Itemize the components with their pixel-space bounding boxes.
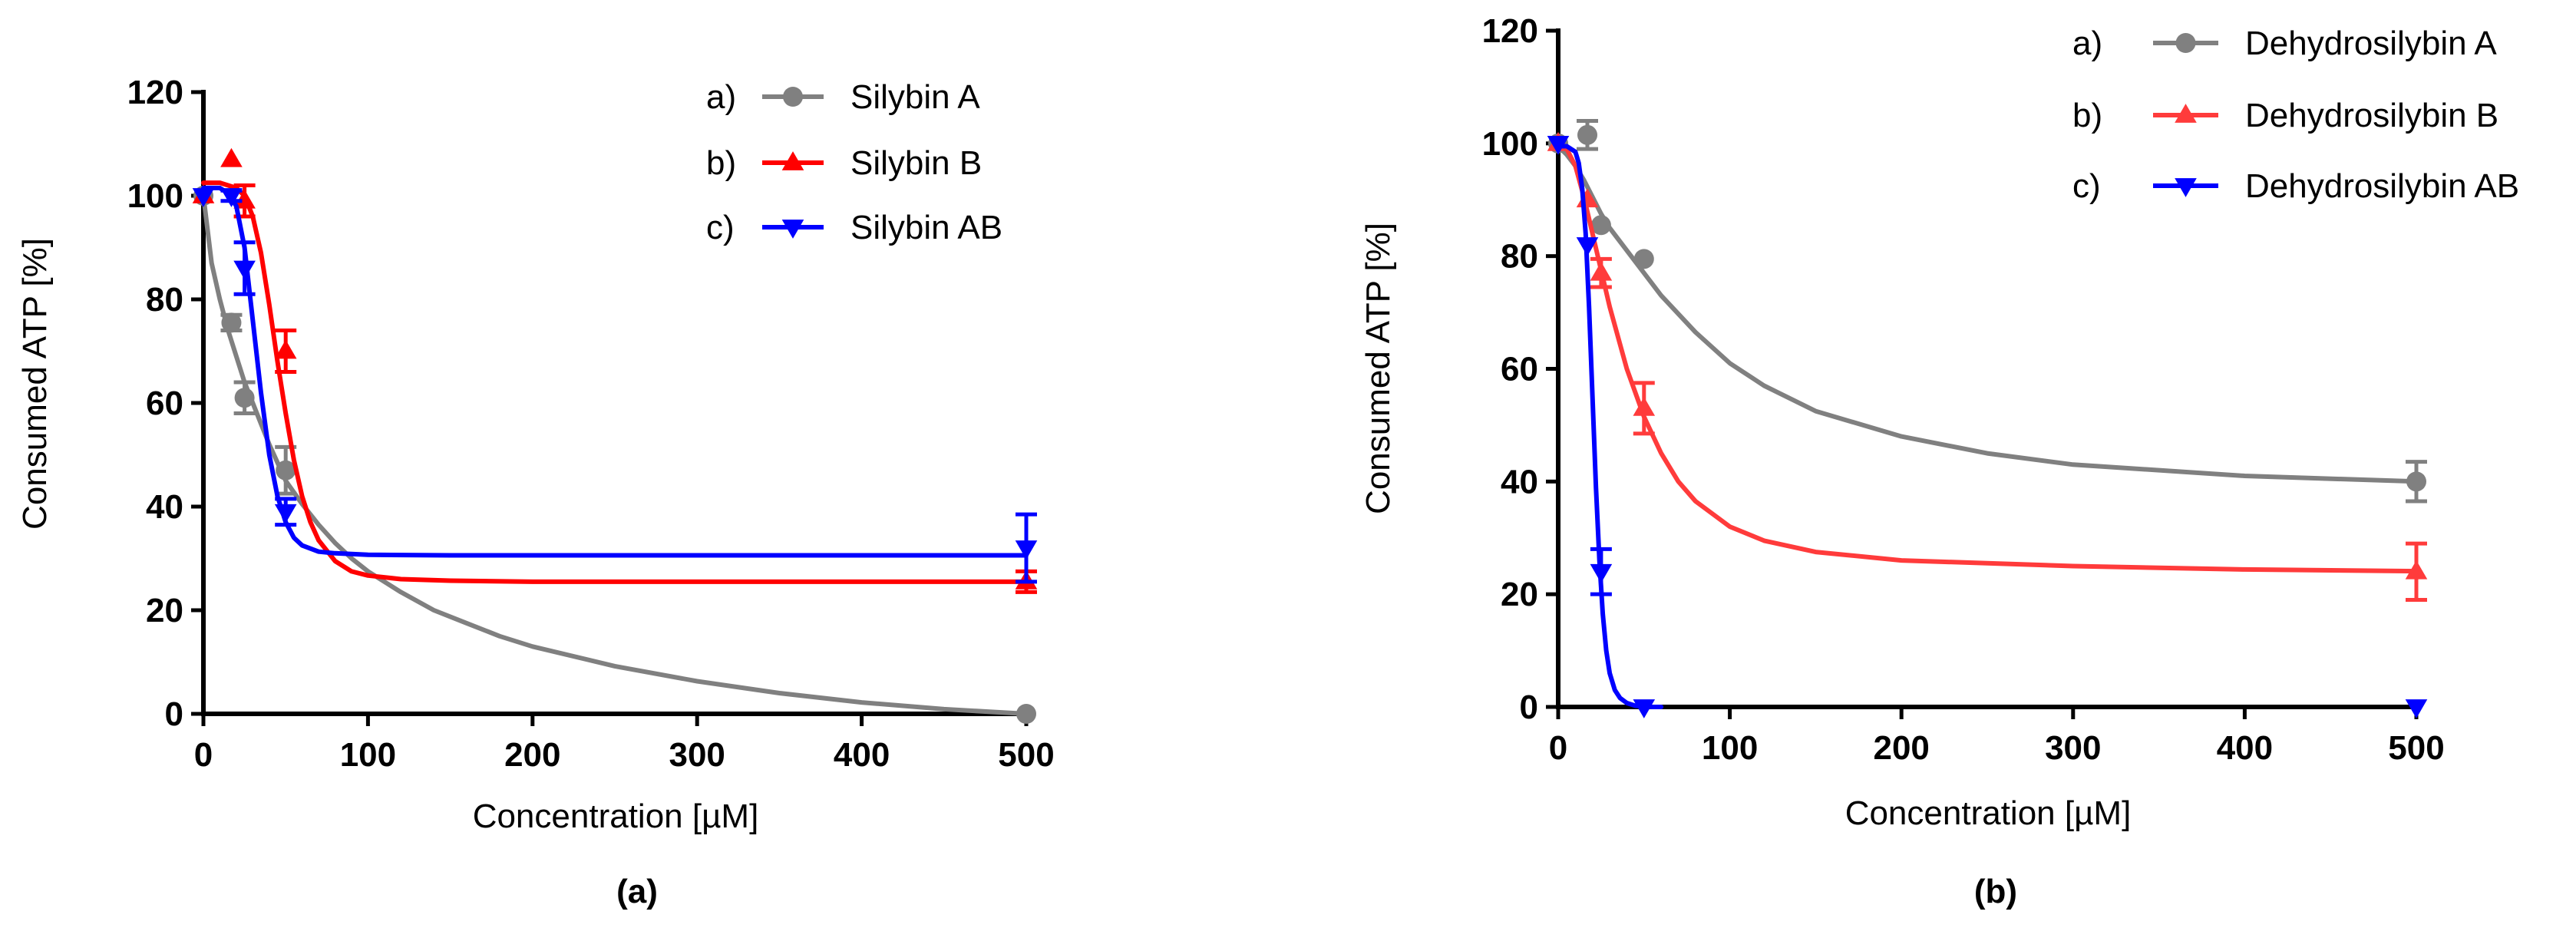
panel-a-fit-curve-silybin-ab (201, 185, 1029, 558)
panel-a-data-point-silybin-ab (233, 260, 256, 280)
panel-b-y-tick-label: 60 (1501, 351, 1538, 388)
panel-b-x-tick-label: 0 (1549, 729, 1567, 767)
panel-a-y-tick-label: 40 (146, 488, 183, 526)
panel-a-legend-prefix: c) (706, 209, 735, 246)
panel-b-data-point-dehydrosilybin-b (2405, 560, 2428, 580)
panel-b-chart: Consumed ATP [%] Concentration [µM] (b) … (1359, 12, 2519, 910)
panel-b-data-point-dehydrosilybin-b (1590, 261, 1613, 281)
panel-b-y-tick-label: 20 (1501, 576, 1538, 613)
panel-a-data-point-silybin-b (220, 147, 243, 167)
panel-a-data-point-silybin-a (221, 312, 242, 333)
panel-b-x-tick-label: 100 (1702, 729, 1758, 767)
panel-b-x-tick-label: 200 (1873, 729, 1929, 767)
panel-a-data-point-silybin-a (1016, 704, 1036, 724)
panel-a-legend-prefix: a) (706, 78, 736, 116)
panel-b-data-point-dehydrosilybin-a (2406, 471, 2426, 492)
panel-b-y-axis-title: Consumed ATP [%] (1359, 223, 1397, 514)
panel-b-legend-label-dehydrosilybin-ab: Dehydrosilybin AB (2245, 167, 2519, 205)
panel-a-legend-marker-silybin-a (783, 87, 803, 107)
panel-a-series-silybin-a (193, 186, 1036, 724)
panel-a-y-tick-label: 120 (127, 74, 183, 111)
panel-a-x-tick-label: 300 (669, 736, 725, 774)
panel-a-legend-marker-silybin-ab (781, 220, 804, 239)
panel-a-series-silybin-b (192, 147, 1038, 594)
panel-b-legend-marker-dehydrosilybin-b (2175, 104, 2197, 123)
panel-a-caption: (a) (616, 873, 658, 910)
panel-b-data-point-dehydrosilybin-ab (1547, 135, 1570, 155)
panel-a-y-tick-label: 80 (146, 281, 183, 319)
panel-a-y-axis-title: Consumed ATP [%] (16, 238, 54, 530)
panel-b-data-point-dehydrosilybin-b (1633, 397, 1656, 416)
panel-b-data-point-dehydrosilybin-ab (2405, 699, 2428, 718)
panel-b-legend-label-dehydrosilybin-b: Dehydrosilybin B (2245, 97, 2498, 134)
panel-b-data-point-dehydrosilybin-a (1633, 249, 1654, 269)
panel-b-x-tick-label: 400 (2217, 729, 2273, 767)
panel-b-y-tick-label: 0 (1520, 689, 1538, 726)
panel-a-data-point-silybin-a (234, 388, 255, 408)
panel-a-y-tick-label: 20 (146, 592, 183, 629)
panel-a-data-point-silybin-ab (274, 504, 297, 523)
panel-b-y-tick-label: 120 (1482, 12, 1538, 50)
panel-b-x-tick-label: 500 (2388, 729, 2444, 767)
panel-a-legend-label-silybin-ab: Silybin AB (850, 209, 1002, 246)
panel-b-y-tick-label: 40 (1501, 463, 1538, 500)
panel-a-legend-label-silybin-b: Silybin B (850, 144, 982, 182)
panel-a-data-point-silybin-ab (192, 188, 215, 207)
panel-b-data-point-dehydrosilybin-ab (1576, 237, 1599, 256)
panel-a-y-tick-label: 100 (127, 177, 183, 215)
panel-b-x-axis-title: Concentration [µM] (1845, 794, 2132, 832)
panel-b-y-tick-label: 80 (1501, 238, 1538, 276)
panel-a-x-tick-label: 400 (834, 736, 890, 774)
panel-b-fit-curve-dehydrosilybin-b (1556, 144, 2419, 574)
panel-b-legend-prefix: b) (2072, 97, 2102, 134)
panel-b-caption: (b) (1974, 873, 2017, 910)
panel-a-x-tick-label: 0 (194, 736, 213, 774)
panel-b-data-point-dehydrosilybin-ab (1590, 563, 1613, 583)
panel-b-legend-marker-dehydrosilybin-ab (2175, 178, 2197, 197)
panel-b-legend-prefix: c) (2072, 167, 2101, 205)
panel-a-data-point-silybin-ab (1015, 540, 1038, 560)
panel-a-series-silybin-ab (192, 185, 1038, 584)
panel-a-fit-curve-silybin-a (201, 193, 1029, 716)
panel-a-y-tick-label: 0 (165, 695, 183, 733)
panel-b-legend-prefix: a) (2072, 25, 2102, 62)
panel-a-x-tick-label: 500 (998, 736, 1054, 774)
panel-b-legend-label-dehydrosilybin-a: Dehydrosilybin A (2245, 25, 2497, 62)
panel-a-data-point-silybin-ab (220, 188, 243, 207)
panel-a-x-axis-title: Concentration [µM] (473, 798, 759, 835)
panel-a-legend-prefix: b) (706, 144, 736, 182)
panel-a-x-tick-label: 200 (504, 736, 560, 774)
panel-b-series-dehydrosilybin-ab (1547, 135, 2428, 718)
panel-a-legend-label-silybin-a: Silybin A (850, 78, 980, 116)
panel-a-x-tick-label: 100 (340, 736, 396, 774)
panel-a-chart: Consumed ATP [%] Concentration [µM] (a) … (16, 74, 1055, 910)
panel-b-fit-curve-dehydrosilybin-a (1556, 144, 2419, 484)
panel-b-x-tick-label: 300 (2045, 729, 2101, 767)
panel-a-data-point-silybin-b (274, 339, 297, 359)
panel-b-y-tick-label: 100 (1482, 125, 1538, 163)
panel-a-data-point-silybin-b (233, 189, 256, 209)
panel-b-data-point-dehydrosilybin-a (1590, 215, 1611, 236)
panel-b-data-point-dehydrosilybin-a (1577, 124, 1598, 145)
panel-a-data-point-silybin-a (276, 460, 296, 481)
panel-b-data-point-dehydrosilybin-ab (1633, 699, 1656, 718)
panel-b-legend-marker-dehydrosilybin-a (2175, 33, 2196, 53)
panel-a-y-tick-label: 60 (146, 385, 183, 422)
panel-a-legend-marker-silybin-b (781, 151, 804, 170)
